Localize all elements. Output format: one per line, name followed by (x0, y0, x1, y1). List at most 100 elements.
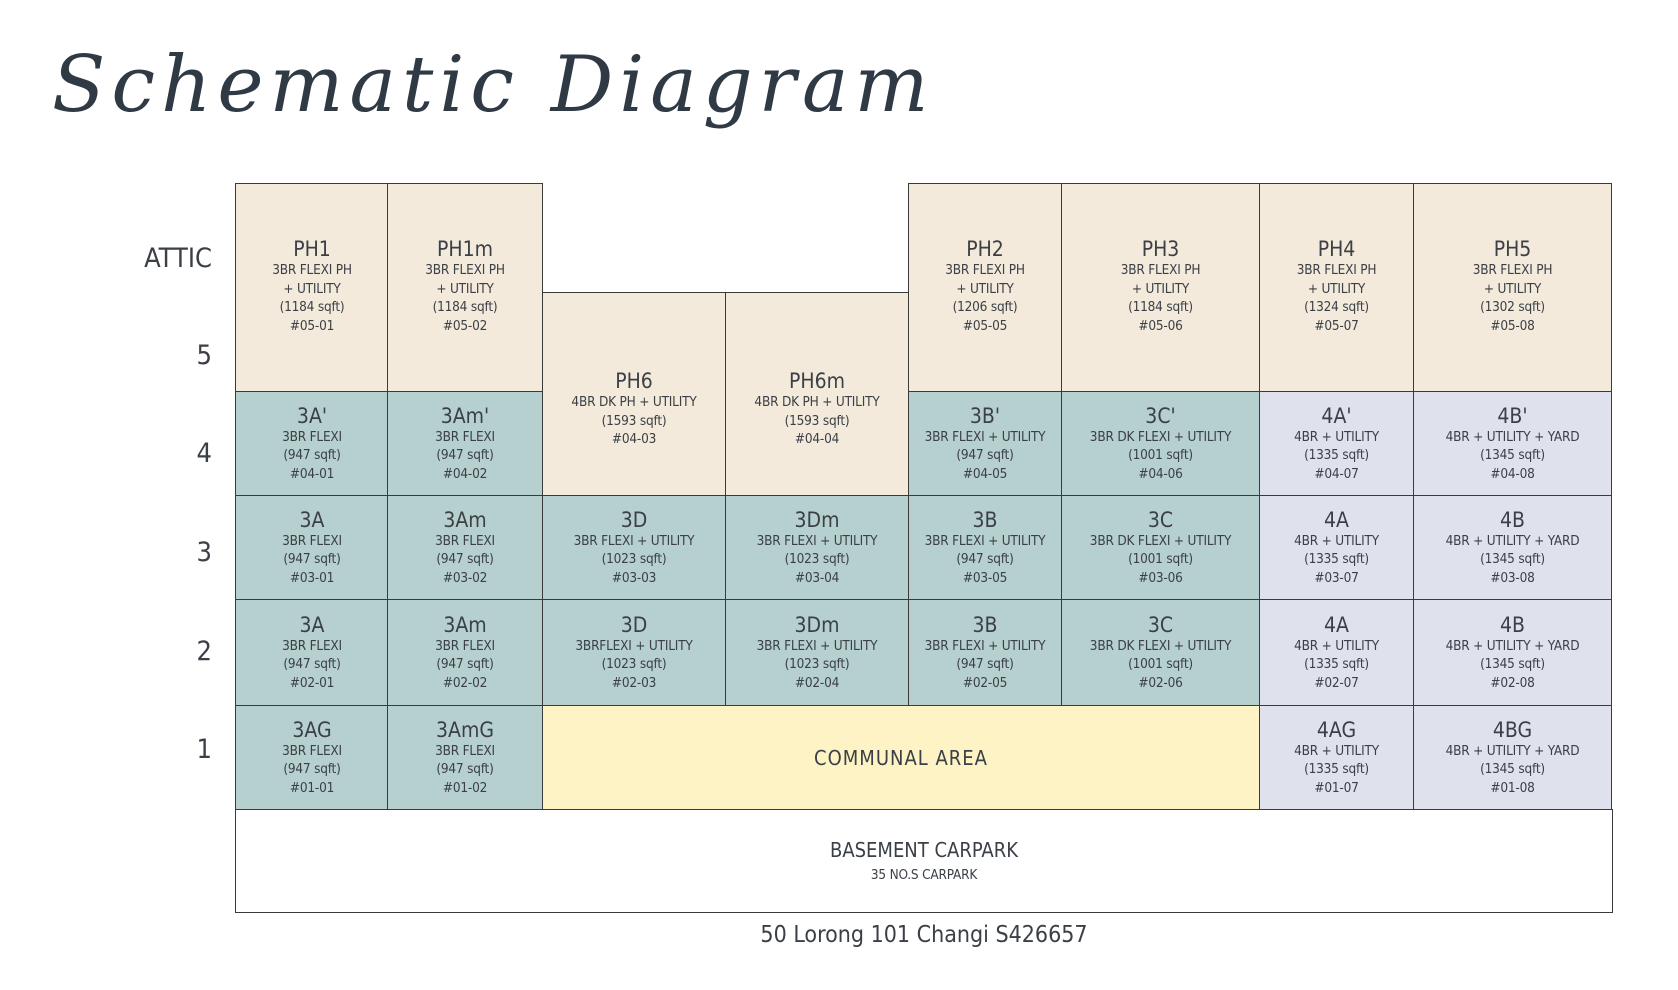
unit-detail: 35 NO.S CARPARK (870, 866, 978, 883)
unit-code: 3A (299, 507, 325, 532)
unit-detail: 3BR DK FLEXI + UTILITY (1089, 637, 1232, 654)
unit-code: 3C (1147, 612, 1174, 637)
unit-detail: (1206 sqft) (952, 299, 1018, 315)
unit-detail: 4BR DK PH + UTILITY (754, 394, 880, 410)
unit-detail: (1184 sqft) (1128, 299, 1193, 315)
unit-detail: #05-06 (1138, 317, 1183, 334)
unit-cell: 4A' 4BR + UTILITY (1335 sqft) #04-07 (1259, 391, 1414, 496)
unit-detail: (1335 sqft) (1304, 761, 1369, 778)
unit-code: 3AG (292, 717, 332, 742)
unit-detail: #04-07 (1314, 465, 1359, 482)
unit-detail: 3BR FLEXI (282, 742, 342, 759)
unit-detail: #04-08 (1490, 465, 1535, 482)
unit-code: PH3 (1141, 237, 1180, 261)
unit-detail: 4BR + UTILITY (1294, 428, 1379, 445)
unit-detail: 3BR FLEXI PH (1120, 262, 1201, 278)
unit-detail: 4BR + UTILITY + YARD (1445, 532, 1580, 549)
unit-detail: 3BR FLEXI (282, 532, 342, 549)
unit-detail: + UTILITY (1307, 280, 1366, 297)
unit-code: 3B' (969, 403, 1001, 428)
unit-detail: (947 sqft) (283, 447, 341, 464)
unit-detail: (1001 sqft) (1128, 551, 1193, 568)
unit-detail: (947 sqft) (436, 551, 494, 568)
unit-detail: #03-07 (1314, 569, 1359, 586)
floor-label: 5 (196, 340, 212, 371)
unit-cell: 3C' 3BR DK FLEXI + UTILITY (1001 sqft) #04-… (1061, 391, 1260, 496)
unit-detail: (1335 sqft) (1304, 656, 1369, 673)
unit-cell: 3C 3BR DK FLEXI + UTILITY (1001 sqft) #03-0… (1061, 495, 1260, 600)
unit-detail: 3BR FLEXI PH (425, 262, 505, 278)
unit-cell: 3Dm 3BR FLEXI + UTILITY (1023 sqft) #02-04 (725, 599, 909, 706)
unit-cell: 4A 4BR + UTILITY (1335 sqft) #03-07 (1259, 495, 1414, 600)
unit-detail: #03-02 (442, 569, 488, 586)
unit-code: COMMUNAL AREA (814, 745, 988, 770)
unit-detail: #04-02 (442, 465, 488, 482)
unit-code: 3B (972, 612, 998, 637)
unit-detail: 3BR FLEXI + UTILITY (924, 428, 1046, 445)
unit-cell: 3Dm 3BR FLEXI + UTILITY (1023 sqft) #03-04 (725, 495, 909, 600)
unit-detail: (1023 sqft) (601, 656, 667, 673)
unit-code: 4A' (1321, 403, 1352, 428)
unit-code: 4B (1500, 507, 1525, 532)
unit-detail: #01-07 (1314, 779, 1359, 796)
unit-cell: PH1 3BR FLEXI PH + UTILITY (1184 sqft) #05-0… (235, 183, 389, 392)
unit-detail: 4BR + UTILITY + YARD (1445, 428, 1580, 445)
unit-detail: #04-04 (794, 431, 840, 447)
unit-code: 3Am (443, 507, 487, 532)
diagram-title: Schematic Diagram (52, 40, 935, 130)
unit-cell: 3AmG 3BR FLEXI (947 sqft) #01-02 (387, 705, 543, 810)
unit-detail: #02-03 (611, 674, 657, 691)
unit-code: PH2 (966, 237, 1004, 261)
unit-detail: (1335 sqft) (1304, 551, 1369, 568)
unit-code: PH1 (293, 237, 331, 261)
unit-detail: #05-01 (289, 317, 335, 334)
unit-detail: 3BR FLEXI (435, 742, 495, 759)
floor-label: ATTIC (144, 243, 212, 274)
unit-code: BASEMENT CARPARK (829, 837, 1019, 862)
unit-cell: 3A 3BR FLEXI (947 sqft) #03-01 (235, 495, 389, 600)
unit-detail: (947 sqft) (283, 551, 341, 568)
unit-detail: #04-03 (611, 431, 657, 447)
unit-code: 3D (620, 612, 648, 637)
unit-code: PH4 (1317, 237, 1356, 261)
unit-detail: #03-06 (1138, 569, 1183, 586)
unit-code: 3Am (443, 612, 487, 637)
unit-cell: 4B 4BR + UTILITY + YARD (1345 sqft) #02-08 (1413, 599, 1612, 706)
unit-detail: (947 sqft) (283, 761, 341, 778)
unit-code: PH1m (436, 237, 494, 261)
unit-code: 4AG (1316, 717, 1357, 742)
unit-cell: 3B 3BR FLEXI + UTILITY (947 sqft) #03-05 (908, 495, 1062, 600)
unit-detail: 3BR FLEXI (282, 637, 342, 654)
unit-detail: (1593 sqft) (784, 412, 850, 429)
unit-detail: 3BR FLEXI + UTILITY (924, 637, 1046, 654)
unit-detail: + UTILITY (1483, 280, 1542, 297)
unit-cell: 3D 3BR FLEXI + UTILITY (1023 sqft) #03-03 (542, 495, 726, 600)
unit-detail: 3BR FLEXI PH (272, 262, 352, 278)
unit-cell: 3D 3BRFLEXI + UTILITY (1023 sqft) #02-03 (542, 599, 726, 706)
unit-detail: (947 sqft) (956, 656, 1014, 673)
unit-detail: (1001 sqft) (1128, 447, 1193, 464)
unit-detail: #02-01 (289, 674, 335, 691)
unit-cell: PH1m 3BR FLEXI PH + UTILITY (1184 sqft) #05-… (387, 183, 543, 392)
floor-label: 1 (196, 734, 212, 765)
unit-cell: 3B 3BR FLEXI + UTILITY (947 sqft) #02-05 (908, 599, 1062, 706)
unit-cell: 4B' 4BR + UTILITY + YARD (1345 sqft) #04-08 (1413, 391, 1612, 496)
unit-code: 3A' (296, 403, 328, 428)
unit-detail: #04-01 (289, 465, 335, 482)
unit-detail: #03-05 (962, 569, 1008, 586)
unit-cell: 3Am' 3BR FLEXI (947 sqft) #04-02 (387, 391, 543, 496)
unit-code: 3Dm (794, 507, 840, 532)
unit-detail: 3BR FLEXI PH (945, 262, 1025, 278)
unit-detail: #01-08 (1490, 779, 1535, 796)
unit-detail: (947 sqft) (283, 656, 341, 673)
unit-code: 3AmG (436, 717, 494, 742)
unit-detail: #02-04 (794, 674, 840, 691)
floor-label: 4 (196, 438, 212, 469)
unit-detail: + UTILITY (1131, 280, 1190, 297)
unit-detail: #03-01 (289, 569, 335, 586)
unit-cell: PH6m 4BR DK PH + UTILITY (1593 sqft) #04-04 (725, 292, 909, 496)
unit-cell: 4B 4BR + UTILITY + YARD (1345 sqft) #03-08 (1413, 495, 1612, 600)
unit-code: PH6 (615, 369, 653, 393)
unit-detail: (1023 sqft) (784, 656, 850, 673)
unit-detail: (1184 sqft) (279, 299, 345, 315)
